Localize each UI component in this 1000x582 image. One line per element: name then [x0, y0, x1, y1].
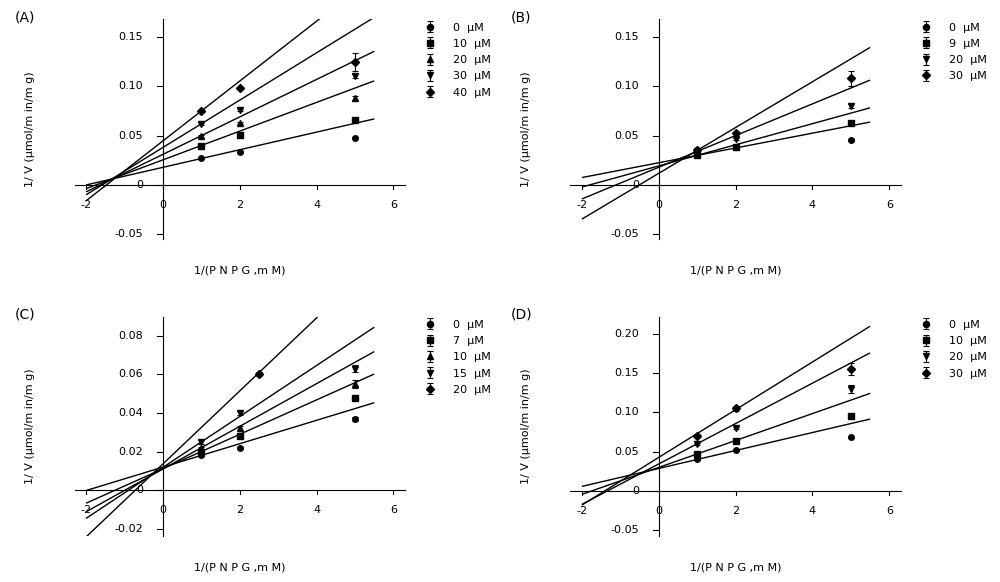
Text: 0: 0 [159, 200, 166, 210]
Text: 0: 0 [136, 485, 143, 495]
Text: 0: 0 [632, 180, 639, 190]
Text: 0.08: 0.08 [119, 331, 143, 341]
Text: -0.05: -0.05 [115, 229, 143, 239]
Y-axis label: 1/ V (μmol/m in/m g): 1/ V (μmol/m in/m g) [521, 368, 531, 484]
Text: -2: -2 [576, 506, 587, 516]
Text: 4: 4 [809, 200, 816, 210]
Text: 0.15: 0.15 [119, 32, 143, 42]
Text: 6: 6 [886, 506, 893, 516]
Text: 0.05: 0.05 [614, 130, 639, 141]
Text: (B): (B) [511, 10, 531, 24]
Text: 4: 4 [809, 506, 816, 516]
X-axis label: 1/(P N P G ,m M): 1/(P N P G ,m M) [690, 563, 781, 573]
Text: 0: 0 [632, 486, 639, 496]
Y-axis label: 1/ V (μmol/m in/m g): 1/ V (μmol/m in/m g) [25, 368, 35, 484]
Text: (D): (D) [511, 308, 532, 322]
Legend: 0  μM, 9  μM, 20  μM, 30  μM: 0 μM, 9 μM, 20 μM, 30 μM [910, 20, 989, 84]
Text: 0.15: 0.15 [614, 32, 639, 42]
Text: 2: 2 [732, 506, 739, 516]
Text: 2: 2 [732, 200, 739, 210]
Text: (A): (A) [15, 10, 35, 24]
Text: 6: 6 [390, 200, 397, 210]
Text: -2: -2 [80, 200, 92, 210]
Text: 6: 6 [390, 505, 397, 515]
Text: 0: 0 [655, 200, 662, 210]
Text: (C): (C) [15, 308, 36, 322]
Text: 0.05: 0.05 [119, 130, 143, 141]
Text: 2: 2 [236, 200, 243, 210]
Text: 0.05: 0.05 [614, 446, 639, 457]
Text: 0.10: 0.10 [614, 81, 639, 91]
Legend: 0  μM, 7  μM, 10  μM, 15  μM, 20  μM: 0 μM, 7 μM, 10 μM, 15 μM, 20 μM [414, 318, 493, 397]
Text: 6: 6 [886, 200, 893, 210]
X-axis label: 1/(P N P G ,m M): 1/(P N P G ,m M) [194, 265, 286, 276]
Text: 0: 0 [159, 505, 166, 515]
Text: 0.15: 0.15 [614, 368, 639, 378]
Text: 0: 0 [655, 506, 662, 516]
X-axis label: 1/(P N P G ,m M): 1/(P N P G ,m M) [690, 265, 781, 276]
Text: 0.10: 0.10 [614, 407, 639, 417]
Text: 4: 4 [313, 505, 320, 515]
Text: 0.02: 0.02 [119, 446, 143, 456]
Text: -2: -2 [80, 505, 92, 515]
Text: 0.06: 0.06 [119, 370, 143, 379]
Text: -0.05: -0.05 [610, 525, 639, 535]
Text: 4: 4 [313, 200, 320, 210]
Text: 0.20: 0.20 [614, 329, 639, 339]
Text: -0.05: -0.05 [610, 229, 639, 239]
Text: 0.10: 0.10 [119, 81, 143, 91]
Y-axis label: 1/ V (μmol/m in/m g): 1/ V (μmol/m in/m g) [25, 72, 35, 187]
X-axis label: 1/(P N P G ,m M): 1/(P N P G ,m M) [194, 563, 286, 573]
Y-axis label: 1/ V (μmol/m in/m g): 1/ V (μmol/m in/m g) [521, 72, 531, 187]
Text: 0: 0 [136, 180, 143, 190]
Legend: 0  μM, 10  μM, 20  μM, 30  μM, 40  μM: 0 μM, 10 μM, 20 μM, 30 μM, 40 μM [414, 20, 493, 100]
Legend: 0  μM, 10  μM, 20  μM, 30  μM: 0 μM, 10 μM, 20 μM, 30 μM [910, 318, 989, 381]
Text: 0.04: 0.04 [119, 408, 143, 418]
Text: 2: 2 [236, 505, 243, 515]
Text: -0.02: -0.02 [115, 524, 143, 534]
Text: -2: -2 [576, 200, 587, 210]
